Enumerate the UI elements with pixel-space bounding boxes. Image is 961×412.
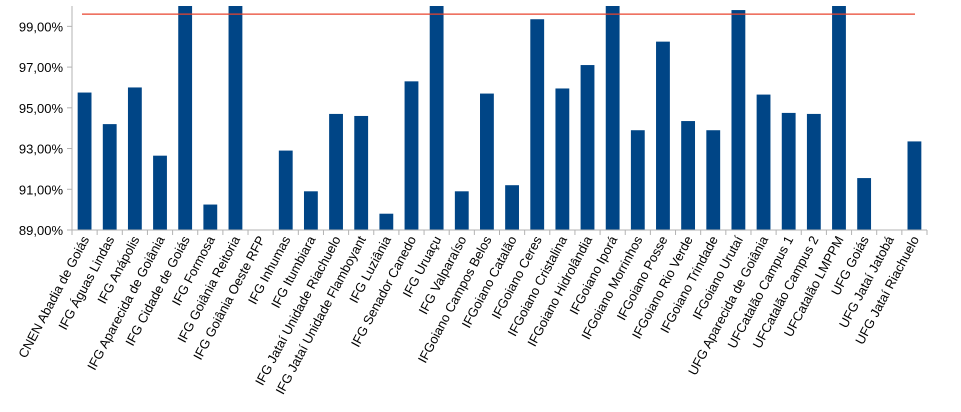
bar xyxy=(102,124,117,230)
bars xyxy=(77,6,922,231)
bar xyxy=(731,10,746,231)
y-axis-ticks: 89,00% 91,00% 93,00% 95,00% 97,00% 99,00% xyxy=(19,19,72,238)
bar xyxy=(681,121,696,230)
y-tick-label: 91,00% xyxy=(19,182,64,197)
y-tick-label: 89,00% xyxy=(19,223,64,238)
bar xyxy=(303,191,318,230)
bar xyxy=(127,87,142,230)
bar xyxy=(756,94,771,230)
bar xyxy=(580,65,595,231)
bar xyxy=(454,191,469,230)
bar xyxy=(781,112,796,230)
bar xyxy=(228,6,243,230)
axes xyxy=(71,6,928,235)
bar xyxy=(857,178,872,230)
y-tick-label: 99,00% xyxy=(19,19,64,34)
bar xyxy=(404,81,419,230)
bar xyxy=(806,113,821,230)
bar xyxy=(706,130,721,230)
bar xyxy=(480,93,494,231)
bar xyxy=(832,6,846,230)
bar xyxy=(605,6,620,230)
bar xyxy=(203,204,218,230)
bar xyxy=(153,155,167,230)
bar xyxy=(429,6,444,230)
bar xyxy=(77,92,92,230)
bar xyxy=(379,213,394,230)
bar xyxy=(354,115,369,230)
bar xyxy=(329,113,343,230)
y-tick-label: 93,00% xyxy=(19,142,64,157)
bar xyxy=(555,88,570,231)
bar xyxy=(178,6,193,230)
bar xyxy=(278,150,293,230)
bar xyxy=(630,130,645,230)
y-tick-label: 97,00% xyxy=(19,60,64,75)
bar xyxy=(505,185,519,230)
bar xyxy=(907,141,922,230)
bar xyxy=(530,19,545,231)
bar xyxy=(656,41,670,230)
y-tick-label: 95,00% xyxy=(19,101,64,116)
